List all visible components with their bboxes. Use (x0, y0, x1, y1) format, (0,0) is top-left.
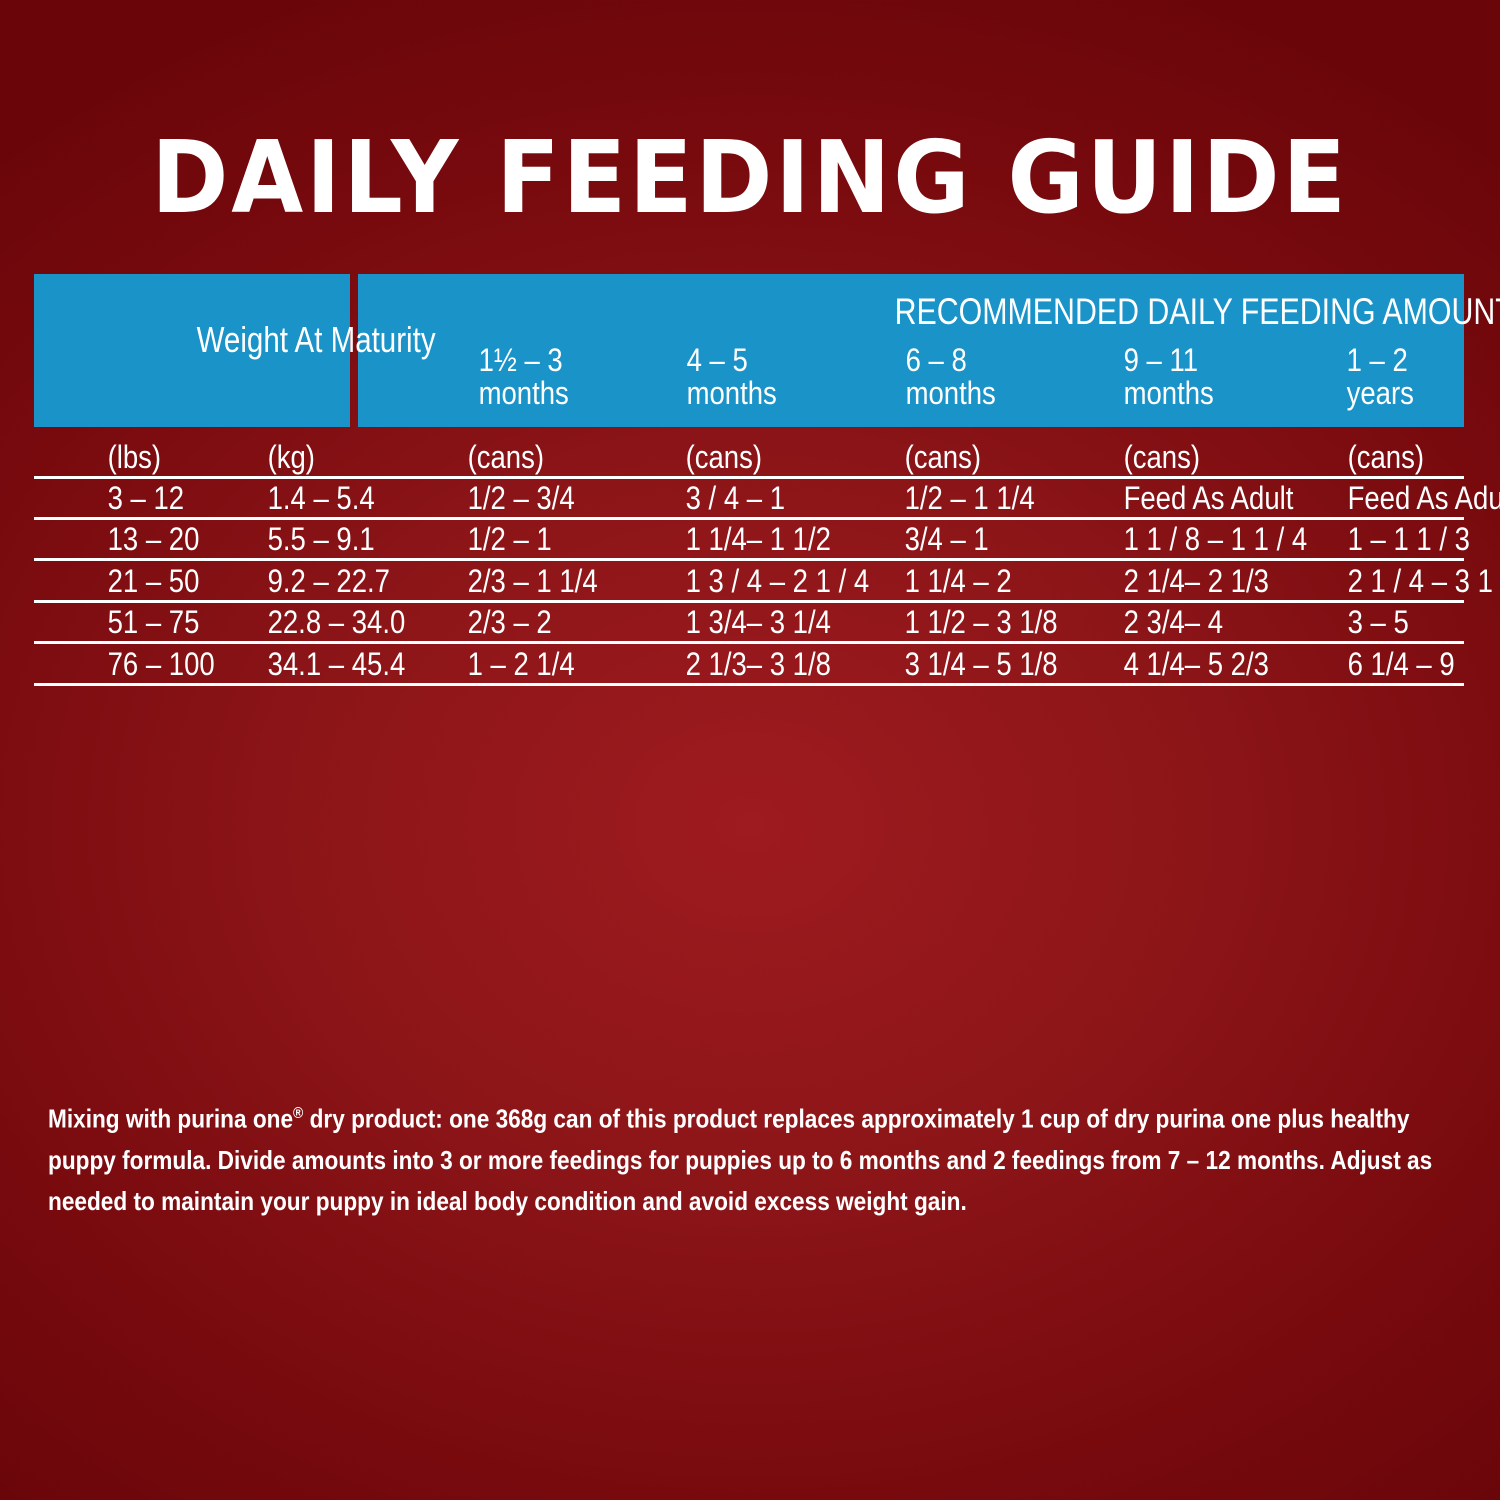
table-cell: 1.4 – 5.4 (267, 480, 375, 516)
table-cell: 5.5 – 9.1 (267, 521, 375, 557)
row-divider (34, 600, 1464, 603)
table-cell: 1 – 2 1/4 (467, 646, 575, 682)
table-cell: 3 – 5 (1347, 604, 1409, 640)
age-column-header: 1 – 2 years (1347, 344, 1414, 410)
unit-kg: (kg) (267, 439, 315, 475)
age-column-header: 1½ – 3 months (479, 344, 569, 410)
unit-lbs: (lbs) (107, 439, 162, 475)
table-cell: 22.8 – 34.0 (267, 604, 406, 640)
age-unit: months (479, 377, 569, 410)
table-cell: 2/3 – 2 (467, 604, 552, 640)
weight-header-cell (34, 274, 350, 427)
recommended-amounts-label: RECOMMENDED DAILY FEEDING AMOUNTS (895, 290, 1500, 334)
unit-cans: (cans) (1347, 439, 1425, 475)
amounts-header-cell (358, 274, 1464, 427)
age-unit: months (687, 377, 777, 410)
table-cell: Feed As Adult (1123, 480, 1294, 516)
table-cell: 51 – 75 (107, 604, 200, 640)
table-cell: 34.1 – 45.4 (267, 646, 406, 682)
table-cell: 2/3 – 1 1/4 (467, 563, 598, 599)
footnote-text-start: Mixing with purina one (48, 1103, 294, 1134)
row-divider (34, 683, 1464, 686)
footnote-text-rest: dry product: one 368g can of this produc… (48, 1103, 1433, 1216)
table-cell: 13 – 20 (107, 521, 200, 557)
row-divider (34, 641, 1464, 644)
age-column-header: 4 – 5 months (687, 344, 777, 410)
table-cell: 1 3/4– 3 1/4 (685, 604, 831, 640)
table-cell: 1 1 / 8 – 1 1 / 4 (1123, 521, 1308, 557)
age-range: 6 – 8 (906, 344, 967, 377)
unit-cans: (cans) (904, 439, 982, 475)
age-unit: months (1124, 377, 1214, 410)
row-divider (34, 558, 1464, 561)
mixing-footnote: Mixing with purina one® dry product: one… (48, 1093, 1484, 1222)
age-unit: years (1347, 377, 1414, 410)
registered-mark: ® (293, 1105, 304, 1122)
page-title: DAILY FEEDING GUIDE (151, 119, 1349, 236)
table-cell: 3 / 4 – 1 (685, 480, 786, 516)
age-column-header: 9 – 11 months (1124, 344, 1214, 410)
age-range: 9 – 11 (1124, 344, 1198, 377)
table-cell: 1 – 1 1 / 3 (1347, 521, 1470, 557)
table-cell: 1 1/4 – 2 (904, 563, 1012, 599)
unit-cans: (cans) (685, 439, 763, 475)
row-divider (34, 476, 1464, 479)
table-cell: 1 1/2 – 3 1/8 (904, 604, 1058, 640)
table-cell: 1/2 – 1 (467, 521, 552, 557)
table-cell: 3/4 – 1 (904, 521, 989, 557)
table-cell: 76 – 100 (107, 646, 215, 682)
table-cell: 21 – 50 (107, 563, 200, 599)
table-cell: 3 – 12 (107, 480, 185, 516)
age-column-header: 6 – 8 months (906, 344, 996, 410)
table-cell: 9.2 – 22.7 (267, 563, 390, 599)
table-cell: 2 1/3– 3 1/8 (685, 646, 831, 682)
age-range: 1 – 2 (1347, 344, 1408, 377)
row-divider (34, 517, 1464, 520)
table-cell: 3 1/4 – 5 1/8 (904, 646, 1058, 682)
age-unit: months (906, 377, 996, 410)
table-cell: 2 1 / 4 – 3 1 / 3 (1347, 563, 1500, 599)
table-cell: 2 1/4– 2 1/3 (1123, 563, 1269, 599)
table-cell: 2 3/4– 4 (1123, 604, 1224, 640)
unit-cans: (cans) (467, 439, 545, 475)
unit-cans: (cans) (1123, 439, 1201, 475)
table-cell: 1/2 – 3/4 (467, 480, 575, 516)
table-cell: 1/2 – 1 1/4 (904, 480, 1035, 516)
table-cell: Feed As Adult (1347, 480, 1500, 516)
table-cell: 1 3 / 4 – 2 1 / 4 (685, 563, 870, 599)
table-cell: 6 1/4 – 9 (1347, 646, 1455, 682)
age-range: 1½ – 3 (479, 344, 563, 377)
age-range: 4 – 5 (687, 344, 748, 377)
table-cell: 4 1/4– 5 2/3 (1123, 646, 1269, 682)
table-cell: 1 1/4– 1 1/2 (685, 521, 831, 557)
weight-at-maturity-label: Weight At Maturity (197, 318, 436, 362)
